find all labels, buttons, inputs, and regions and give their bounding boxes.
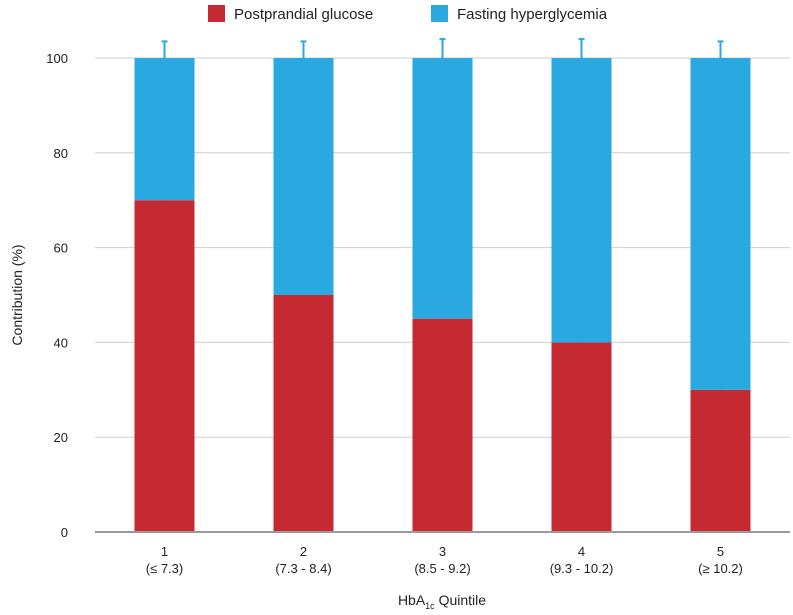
x-axis-title-suffix: Quintile: [435, 592, 487, 608]
y-axis-title: Contribution (%): [9, 244, 25, 345]
x-tick-sublabel: (8.5 - 9.2): [414, 561, 470, 576]
x-tick-sublabel: (≥ 10.2): [698, 561, 743, 576]
bar-fasting-4: [551, 58, 612, 343]
bar-postprandial-2: [273, 295, 334, 532]
bars: [134, 38, 751, 532]
y-tick-label: 100: [46, 51, 68, 66]
x-tick-sublabel: (≤ 7.3): [146, 561, 183, 576]
bar-fasting-5: [690, 58, 751, 390]
legend: Postprandial glucose Fasting hyperglycemi…: [208, 5, 608, 23]
axes: 0 20 40 60 80 100 1 (≤ 7.3) 2 (7.3 - 8.4) 3 (8.5 - …: [46, 51, 790, 576]
bar-postprandial-4: [551, 342, 612, 532]
legend-swatch-postprandial: [208, 5, 225, 22]
x-tick-sublabel: (9.3 - 10.2): [550, 561, 614, 576]
bar-fasting-3: [412, 58, 473, 319]
legend-label-postprandial: Postprandial glucose: [234, 6, 373, 23]
x-axis-title-prefix: HbA: [398, 592, 426, 608]
x-axis-title-subscript: 1c: [425, 601, 435, 611]
bar-fasting-2: [273, 58, 334, 295]
x-tick-label: 5: [717, 544, 724, 559]
x-tick-label: 3: [439, 544, 446, 559]
legend-swatch-fasting: [431, 5, 448, 22]
x-tick-sublabel: (7.3 - 8.4): [275, 561, 331, 576]
y-tick-label: 20: [54, 430, 68, 445]
x-tick-label: 4: [578, 544, 585, 559]
x-tick-label: 1: [161, 544, 168, 559]
legend-label-fasting: Fasting hyperglycemia: [457, 6, 608, 23]
y-tick-label: 60: [54, 241, 68, 256]
bar-postprandial-5: [690, 389, 751, 532]
bar-postprandial-3: [412, 318, 473, 532]
y-tick-label: 80: [54, 146, 68, 161]
x-axis-title: HbA1c Quintile: [398, 592, 486, 611]
y-tick-label: 0: [61, 525, 68, 540]
y-tick-label: 40: [54, 335, 68, 350]
x-tick-label: 2: [300, 544, 307, 559]
bar-fasting-1: [134, 58, 195, 201]
bar-postprandial-1: [134, 200, 195, 532]
